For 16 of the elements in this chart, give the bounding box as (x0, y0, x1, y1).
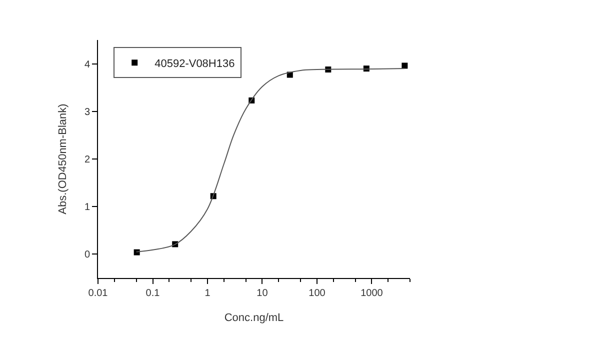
x-tick-label: 100 (308, 288, 326, 299)
x-tick-label: 1000 (360, 288, 384, 299)
legend-label: 40592-V08H136 (154, 58, 235, 70)
y-axis-title: Abs.(OD450nm-Blank) (57, 104, 70, 214)
point (134, 249, 140, 256)
y-tick-label: 3 (84, 106, 90, 118)
y-tick-label: 0 (84, 250, 90, 261)
y-tick-label: 4 (84, 59, 90, 70)
x-tick-label: 1 (204, 288, 211, 299)
x-tick-label: 0.1 (146, 288, 160, 299)
y-tick-label: 2 (84, 154, 90, 166)
x-tick-label: 0.01 (88, 288, 108, 299)
x-tick-label: 10 (256, 288, 268, 299)
point (402, 62, 408, 69)
y-tick-label: 1 (84, 202, 90, 214)
x-axis-title: Conc.ng/mL (224, 312, 284, 324)
